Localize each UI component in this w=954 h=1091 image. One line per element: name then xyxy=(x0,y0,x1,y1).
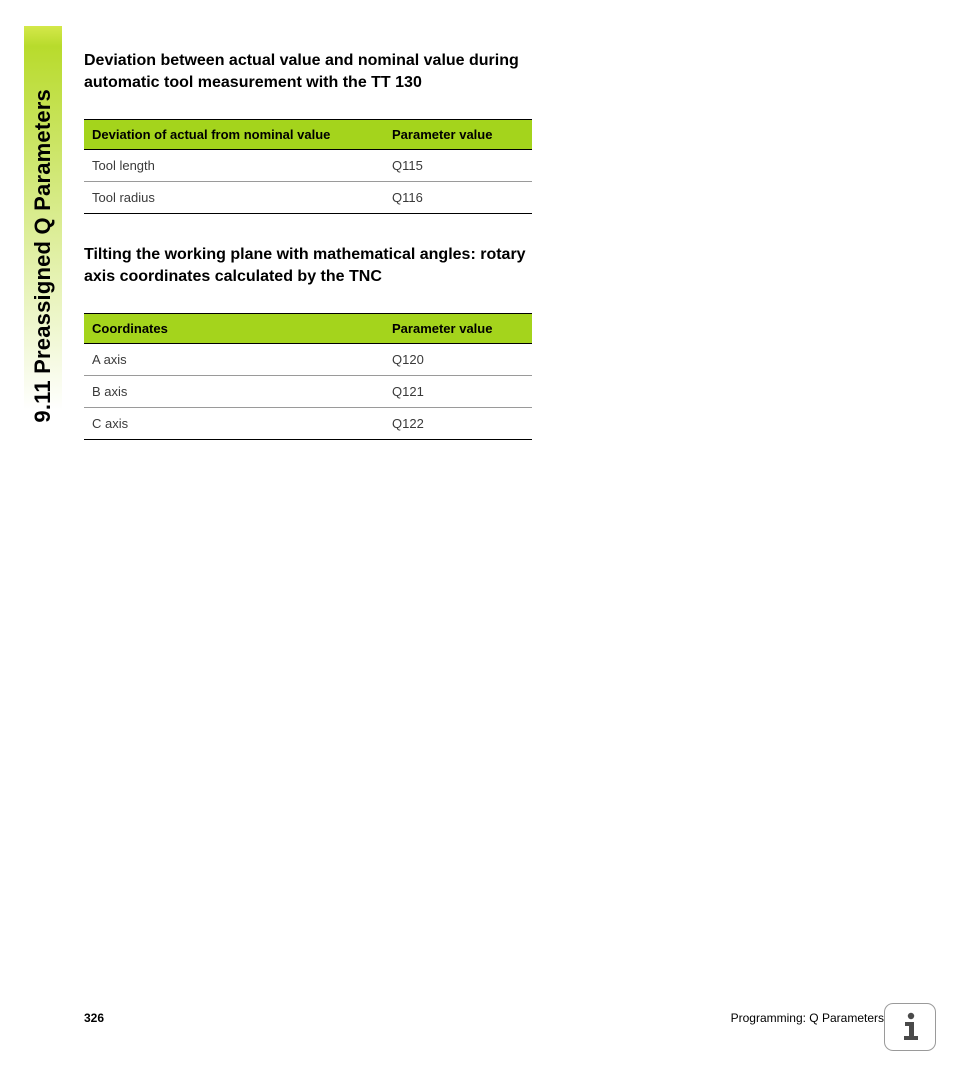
info-icon xyxy=(884,1003,936,1051)
table-cell: C axis xyxy=(84,408,384,440)
table-header-cell: Parameter value xyxy=(384,314,532,344)
coordinates-table: Coordinates Parameter value A axis Q120 … xyxy=(84,313,532,440)
table-cell: Q116 xyxy=(384,182,532,214)
table-cell: Q122 xyxy=(384,408,532,440)
table-header-row: Deviation of actual from nominal value P… xyxy=(84,120,532,150)
table-header-row: Coordinates Parameter value xyxy=(84,314,532,344)
side-tab-label: 9.11 Preassigned Q Parameters xyxy=(30,89,56,423)
table-cell: Q121 xyxy=(384,376,532,408)
table-row: Tool radius Q116 xyxy=(84,182,532,214)
table-cell: Q120 xyxy=(384,344,532,376)
page-footer: 326 Programming: Q Parameters xyxy=(84,1011,884,1025)
table-row: B axis Q121 xyxy=(84,376,532,408)
section-heading: Deviation between actual value and nomin… xyxy=(84,50,554,93)
page-number: 326 xyxy=(84,1011,104,1025)
side-tab: 9.11 Preassigned Q Parameters xyxy=(24,26,62,431)
table-header-cell: Coordinates xyxy=(84,314,384,344)
table-cell: A axis xyxy=(84,344,384,376)
main-content: Deviation between actual value and nomin… xyxy=(84,50,554,470)
table-row: C axis Q122 xyxy=(84,408,532,440)
table-row: A axis Q120 xyxy=(84,344,532,376)
deviation-table: Deviation of actual from nominal value P… xyxy=(84,119,532,214)
document-page: 9.11 Preassigned Q Parameters Deviation … xyxy=(0,0,954,1091)
table-cell: Tool radius xyxy=(84,182,384,214)
table-row: Tool length Q115 xyxy=(84,150,532,182)
table-header-cell: Deviation of actual from nominal value xyxy=(84,120,384,150)
table-cell: Tool length xyxy=(84,150,384,182)
info-glyph-icon xyxy=(897,1012,923,1042)
table-header-cell: Parameter value xyxy=(384,120,532,150)
chapter-label: Programming: Q Parameters xyxy=(731,1011,884,1025)
table-cell: Q115 xyxy=(384,150,532,182)
section-heading: Tilting the working plane with mathemati… xyxy=(84,244,554,287)
table-cell: B axis xyxy=(84,376,384,408)
